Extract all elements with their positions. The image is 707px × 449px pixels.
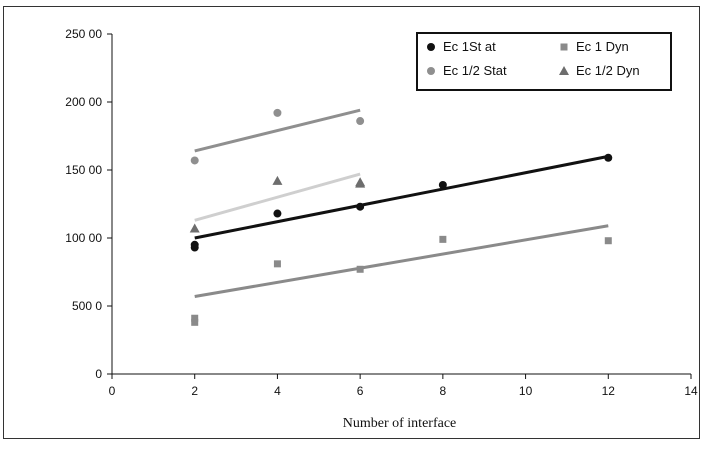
- data-point: [356, 202, 365, 211]
- y-tick-label: 200 00: [65, 95, 102, 109]
- data-point: [190, 240, 199, 249]
- legend-box: [416, 32, 672, 91]
- data-point: [604, 237, 612, 245]
- x-tick-label: 6: [357, 384, 364, 398]
- plot-area: 0 2 4 6 8 10 12 14 0 500 0 100 00 150 00 200 00 250 0…: [65, 27, 698, 431]
- legend-label: Ec 1St at: [443, 39, 496, 54]
- x-tick-label: 10: [519, 384, 533, 398]
- legend-label: Ec 1 Dyn: [576, 39, 629, 54]
- data-point: [355, 178, 366, 188]
- data-point: [438, 180, 447, 189]
- y-tick-label: 0: [95, 367, 102, 381]
- data-point: [273, 260, 281, 268]
- data-point: [604, 153, 613, 162]
- legend-marker: [559, 66, 569, 75]
- legend-marker: [427, 43, 435, 51]
- x-axis-title: Number of interface: [343, 416, 457, 431]
- y-tick-label: 150 00: [65, 163, 102, 177]
- legend-marker: [427, 67, 435, 75]
- x-tick-label: 8: [440, 384, 447, 398]
- data-point: [273, 108, 282, 117]
- data-point: [191, 314, 199, 322]
- data-point: [356, 265, 364, 273]
- y-tick-label: 250 00: [65, 27, 102, 41]
- trendline: [194, 108, 361, 153]
- x-tick-label: 2: [191, 384, 198, 398]
- data-point: [356, 117, 365, 126]
- x-tick-label: 0: [109, 384, 116, 398]
- y-tick-label: 500 0: [72, 299, 102, 313]
- trendline: [194, 224, 609, 298]
- y-tick-label: 100 00: [65, 231, 102, 245]
- legend-marker: [560, 43, 568, 51]
- data-point: [273, 209, 282, 218]
- x-tick-label: 12: [602, 384, 616, 398]
- trendline: [194, 172, 361, 222]
- legend-label: Ec 1/2 Dyn: [576, 63, 640, 78]
- data-point: [272, 175, 283, 185]
- data-point: [189, 223, 200, 233]
- data-point: [191, 318, 199, 326]
- legend-label: Ec 1/2 Stat: [443, 63, 507, 78]
- data-point: [439, 235, 447, 243]
- x-tick-label: 14: [684, 384, 698, 398]
- trendline: [194, 154, 609, 240]
- x-tick-label: 4: [274, 384, 281, 398]
- data-point: [190, 156, 199, 165]
